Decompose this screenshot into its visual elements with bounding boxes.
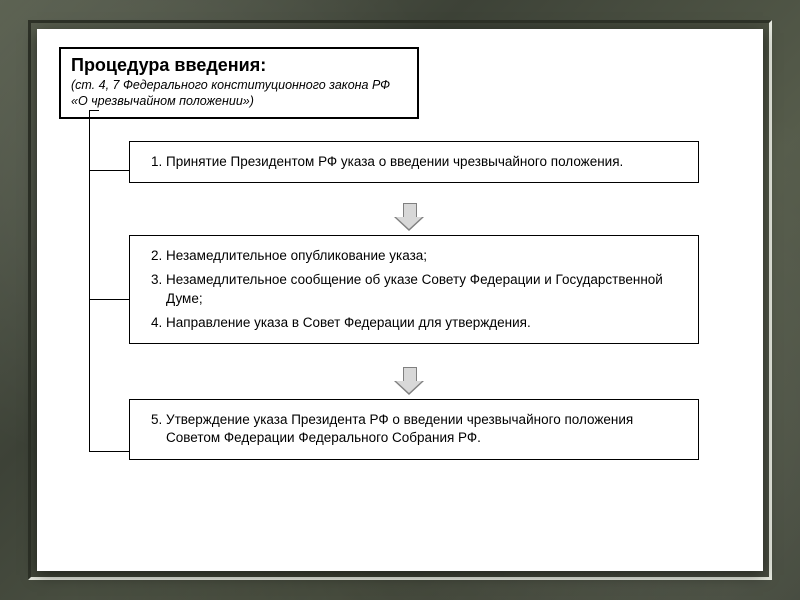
step-list-3: Утверждение указа Президента РФ о введен… (142, 408, 686, 450)
slide-paper: Процедура введения: (ст. 4, 7 Федерально… (37, 29, 763, 571)
step-box-1: Принятие Президентом РФ указа о введении… (129, 141, 699, 183)
connector-h0 (89, 110, 99, 111)
header-box: Процедура введения: (ст. 4, 7 Федерально… (59, 47, 419, 119)
step-item: Принятие Президентом РФ указа о введении… (166, 150, 686, 174)
flow-area: Принятие Президентом РФ указа о введении… (59, 131, 741, 551)
header-title: Процедура введения: (71, 55, 407, 76)
down-arrow-icon (394, 367, 424, 395)
connector-vertical (89, 111, 90, 451)
step-item: Утверждение указа Президента РФ о введен… (166, 408, 686, 450)
step-box-3: Утверждение указа Президента РФ о введен… (129, 399, 699, 459)
connector-h2 (89, 299, 129, 300)
step-list-2: Незамедлительное опубликование указа;Нез… (142, 244, 686, 335)
step-item: Направление указа в Совет Федерации для … (166, 311, 686, 335)
connector-h3 (89, 451, 129, 452)
connector-h1 (89, 170, 129, 171)
step-list-1: Принятие Президентом РФ указа о введении… (142, 150, 686, 174)
header-subtitle: (ст. 4, 7 Федерального конституционного … (71, 78, 407, 109)
inner-bevel: Процедура введения: (ст. 4, 7 Федерально… (28, 20, 772, 580)
down-arrow-icon (394, 203, 424, 231)
step-item: Незамедлительное опубликование указа; (166, 244, 686, 268)
step-item: Незамедлительное сообщение об указе Сове… (166, 268, 686, 310)
step-box-2: Незамедлительное опубликование указа;Нез… (129, 235, 699, 344)
textured-frame: Процедура введения: (ст. 4, 7 Федерально… (0, 0, 800, 600)
